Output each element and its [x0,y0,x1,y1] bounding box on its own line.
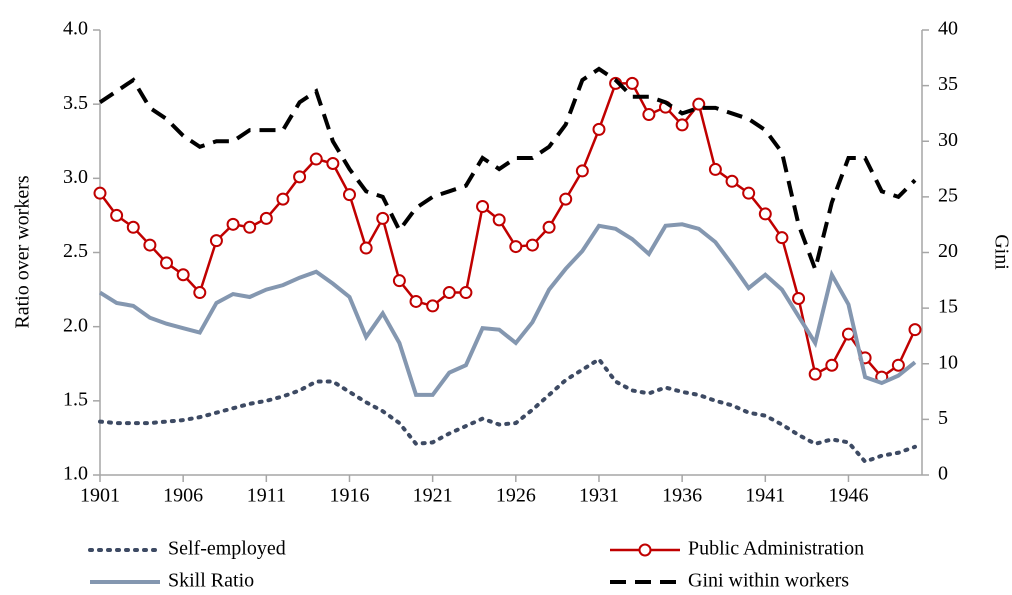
series-line [98,356,917,464]
y-tick-label: 1.0 [63,463,88,485]
y2-tick-label: 30 [938,129,958,151]
x-tick-label: 1916 [329,485,369,507]
legend-label: Gini within workers [688,570,849,592]
point-marker [160,256,174,270]
x-tick-label: 1941 [745,485,785,507]
point-marker [392,274,406,288]
point-marker [692,97,706,111]
y-tick-label: 1.5 [63,388,88,410]
y2-tick-label: 5 [938,407,948,429]
point-marker [476,200,490,214]
point-marker [775,231,789,245]
point-marker [442,286,456,300]
point-marker [243,220,257,234]
point-marker [542,220,556,234]
point-marker [342,188,356,202]
point-marker [725,174,739,188]
point-marker [675,118,689,132]
point-marker [841,327,855,341]
y-tick-label: 2.5 [63,240,88,262]
x-tick-label: 1906 [163,485,203,507]
point-marker [426,299,440,313]
y2-tick-label: 0 [938,463,948,485]
y-tick-label: 3.5 [63,92,88,114]
y2-tick-label: 10 [938,351,958,373]
y2-tick-label: 40 [938,18,958,40]
point-marker [326,157,340,170]
y2-tick-label: 25 [938,184,958,206]
x-tick-label: 1946 [828,485,868,507]
x-tick-label: 1931 [579,485,619,507]
point-marker [226,217,240,231]
point-marker [792,291,806,305]
x-tick-label: 1926 [496,485,536,507]
point-marker [708,162,722,176]
y-tick-label: 4.0 [63,18,88,40]
point-marker [642,108,656,122]
point-marker [276,192,290,206]
legend-marker [638,543,652,557]
point-marker [143,238,157,252]
point-marker [459,286,473,300]
point-marker [359,241,373,255]
x-tick-label: 1911 [247,485,286,507]
point-marker [376,211,390,225]
point-marker [908,323,922,337]
y2-tick-label: 20 [938,240,958,262]
point-marker [891,358,905,372]
y-tick-label: 2.0 [63,314,88,336]
x-tick-label: 1921 [413,485,453,507]
point-marker [575,164,589,178]
point-marker [592,122,606,136]
y2-axis-title: Gini [990,234,1012,270]
point-marker [525,238,539,252]
legend-label: Skill Ratio [168,570,254,592]
point-marker [309,152,323,166]
point-marker [93,186,107,200]
series-line [98,222,917,397]
series-line [98,66,917,276]
point-marker [625,76,639,90]
point-marker [293,170,307,184]
point-marker [110,208,124,222]
legend-label: Public Administration [688,538,864,560]
point-marker [409,294,423,308]
legend-label: Self-employed [168,538,286,560]
series-line [98,82,917,379]
point-marker [808,367,822,381]
y-axis-title: Ratio over workers [12,175,34,329]
point-marker [126,220,140,234]
y-tick-label: 3.0 [63,166,88,188]
y2-tick-label: 35 [938,73,958,95]
point-marker [758,207,772,221]
x-tick-label: 1901 [80,485,120,507]
point-marker [825,358,839,372]
point-marker [559,192,573,206]
x-tick-label: 1936 [662,485,702,507]
point-marker [176,268,190,282]
point-marker [209,234,223,248]
point-marker [193,286,207,300]
point-marker [259,211,273,225]
point-marker [492,213,506,227]
point-marker [742,186,756,200]
y2-tick-label: 15 [938,296,958,318]
point-marker [509,240,523,254]
